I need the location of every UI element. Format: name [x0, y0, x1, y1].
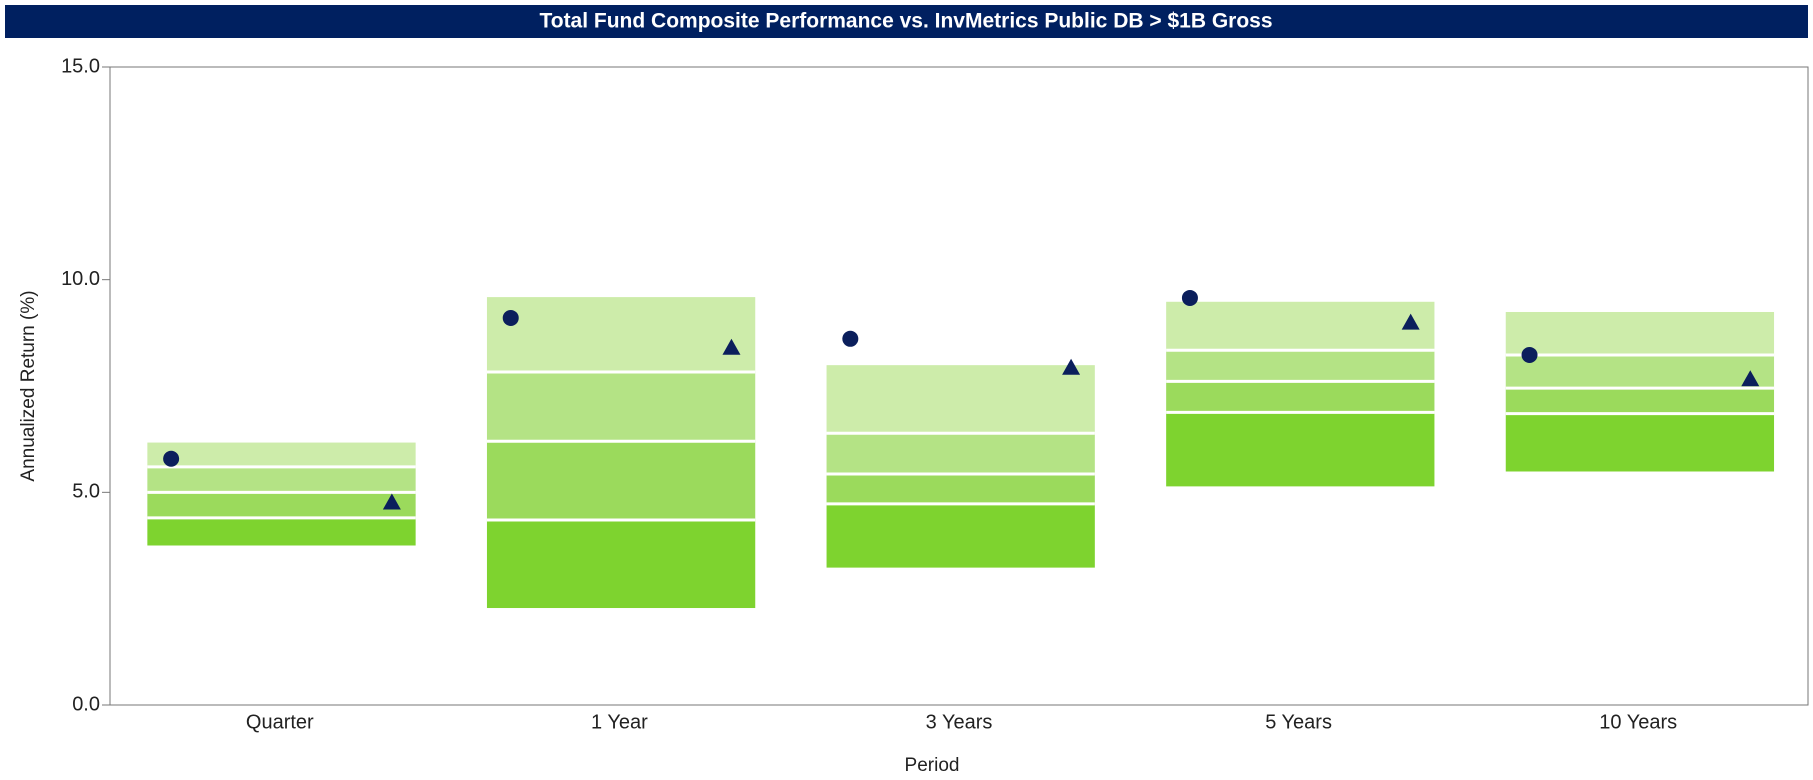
range-segment	[147, 492, 416, 518]
benchmark-marker	[1062, 358, 1081, 375]
range-segment	[1505, 388, 1775, 414]
fund-marker	[1521, 346, 1538, 363]
x-axis-label: Period	[905, 755, 960, 776]
x-tick-label: 5 Years	[1265, 711, 1332, 733]
title-bar	[5, 5, 1808, 38]
range-segment	[1505, 413, 1775, 472]
range-segment	[1505, 354, 1775, 389]
benchmark-marker	[1401, 313, 1420, 330]
fund-marker	[502, 309, 519, 326]
fund-marker	[1181, 289, 1198, 306]
range-segment	[826, 433, 1095, 475]
fund-marker	[163, 450, 180, 467]
range-segment	[1166, 381, 1435, 413]
fund-marker	[842, 330, 859, 347]
range-segment	[486, 371, 756, 442]
range-segment	[1166, 350, 1435, 382]
chart-title: Total Fund Composite Performance vs. Inv…	[539, 10, 1272, 33]
range-segment	[486, 441, 756, 520]
plot-frame	[109, 66, 1809, 706]
range-segment	[826, 365, 1095, 434]
range-segment	[147, 517, 416, 546]
range-segment	[147, 442, 416, 467]
range-segment	[826, 474, 1095, 504]
range-segment	[1166, 412, 1435, 487]
range-segment	[826, 503, 1095, 568]
range-segment	[1505, 311, 1775, 355]
y-tick-label: 5.0	[72, 481, 100, 503]
x-tick-label: 10 Years	[1599, 711, 1677, 733]
range-segment	[486, 519, 756, 609]
x-tick-label: 3 Years	[926, 711, 993, 733]
y-tick-label: 15.0	[61, 55, 100, 77]
y-axis-label: Annualized Return (%)	[18, 290, 39, 481]
range-segment	[1166, 301, 1435, 351]
benchmark-marker	[382, 493, 401, 510]
x-tick-label: Quarter	[246, 711, 314, 733]
range-segment	[147, 466, 416, 493]
benchmark-marker	[722, 338, 741, 355]
y-tick-label: 10.0	[61, 268, 100, 290]
x-tick-label: 1 Year	[591, 711, 648, 733]
benchmark-marker	[1741, 370, 1760, 387]
range-segment	[486, 297, 756, 372]
y-tick-label: 0.0	[72, 693, 100, 715]
